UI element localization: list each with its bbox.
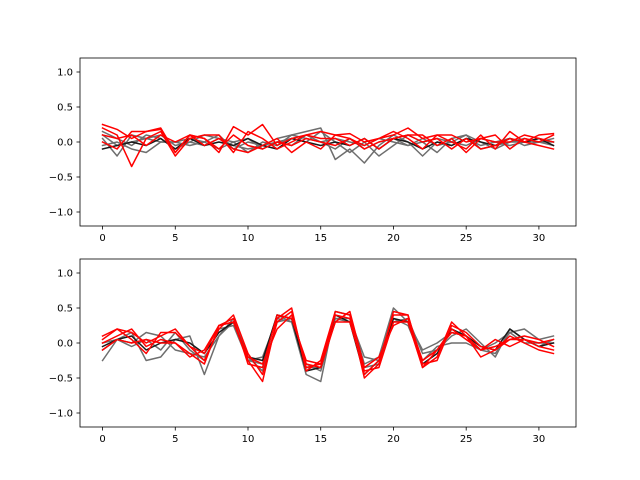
x-tick-label: 30 <box>533 434 546 445</box>
y-tick-label: −0.5 <box>49 374 73 385</box>
x-tick-label: 20 <box>387 434 400 445</box>
x-tick-label: 10 <box>242 233 255 244</box>
y-tick-label: 0.0 <box>57 339 73 350</box>
x-tick-label: 0 <box>99 233 105 244</box>
x-tick-label: 30 <box>533 233 546 244</box>
y-tick-label: 0.5 <box>57 103 73 114</box>
x-tick-label: 15 <box>314 233 327 244</box>
series-line-7 <box>101 127 555 154</box>
x-tick-label: 10 <box>242 434 255 445</box>
y-tick-label: 1.0 <box>57 269 73 280</box>
top-subplot: 0 5 10 15 20 25 30 −1.0 −0.5 0.0 0.5 1.0 <box>49 57 577 244</box>
y-tick-label: 1.0 <box>57 68 73 79</box>
x-tick-label: 25 <box>460 233 473 244</box>
y-tick-label: −1.0 <box>49 409 73 420</box>
x-tick-label: 5 <box>172 434 178 445</box>
series-line-8 <box>101 134 555 150</box>
x-tick-label: 20 <box>387 233 400 244</box>
y-tick-label: 0.5 <box>57 304 73 315</box>
series-line-7 <box>101 314 555 372</box>
x-tick-label: 0 <box>99 434 105 445</box>
x-tick-label: 25 <box>460 434 473 445</box>
bottom-subplot: 0 5 10 15 20 25 30 −1.0 −0.5 0.0 0.5 1.0 <box>49 258 577 445</box>
y-tick-label: −0.5 <box>49 173 73 184</box>
x-tick-label: 15 <box>314 434 327 445</box>
y-tick-label: −1.0 <box>49 208 73 219</box>
series-line-5 <box>101 310 555 376</box>
x-tick-label: 5 <box>172 233 178 244</box>
series-line-6 <box>101 126 555 168</box>
y-tick-label: 0.0 <box>57 138 73 149</box>
